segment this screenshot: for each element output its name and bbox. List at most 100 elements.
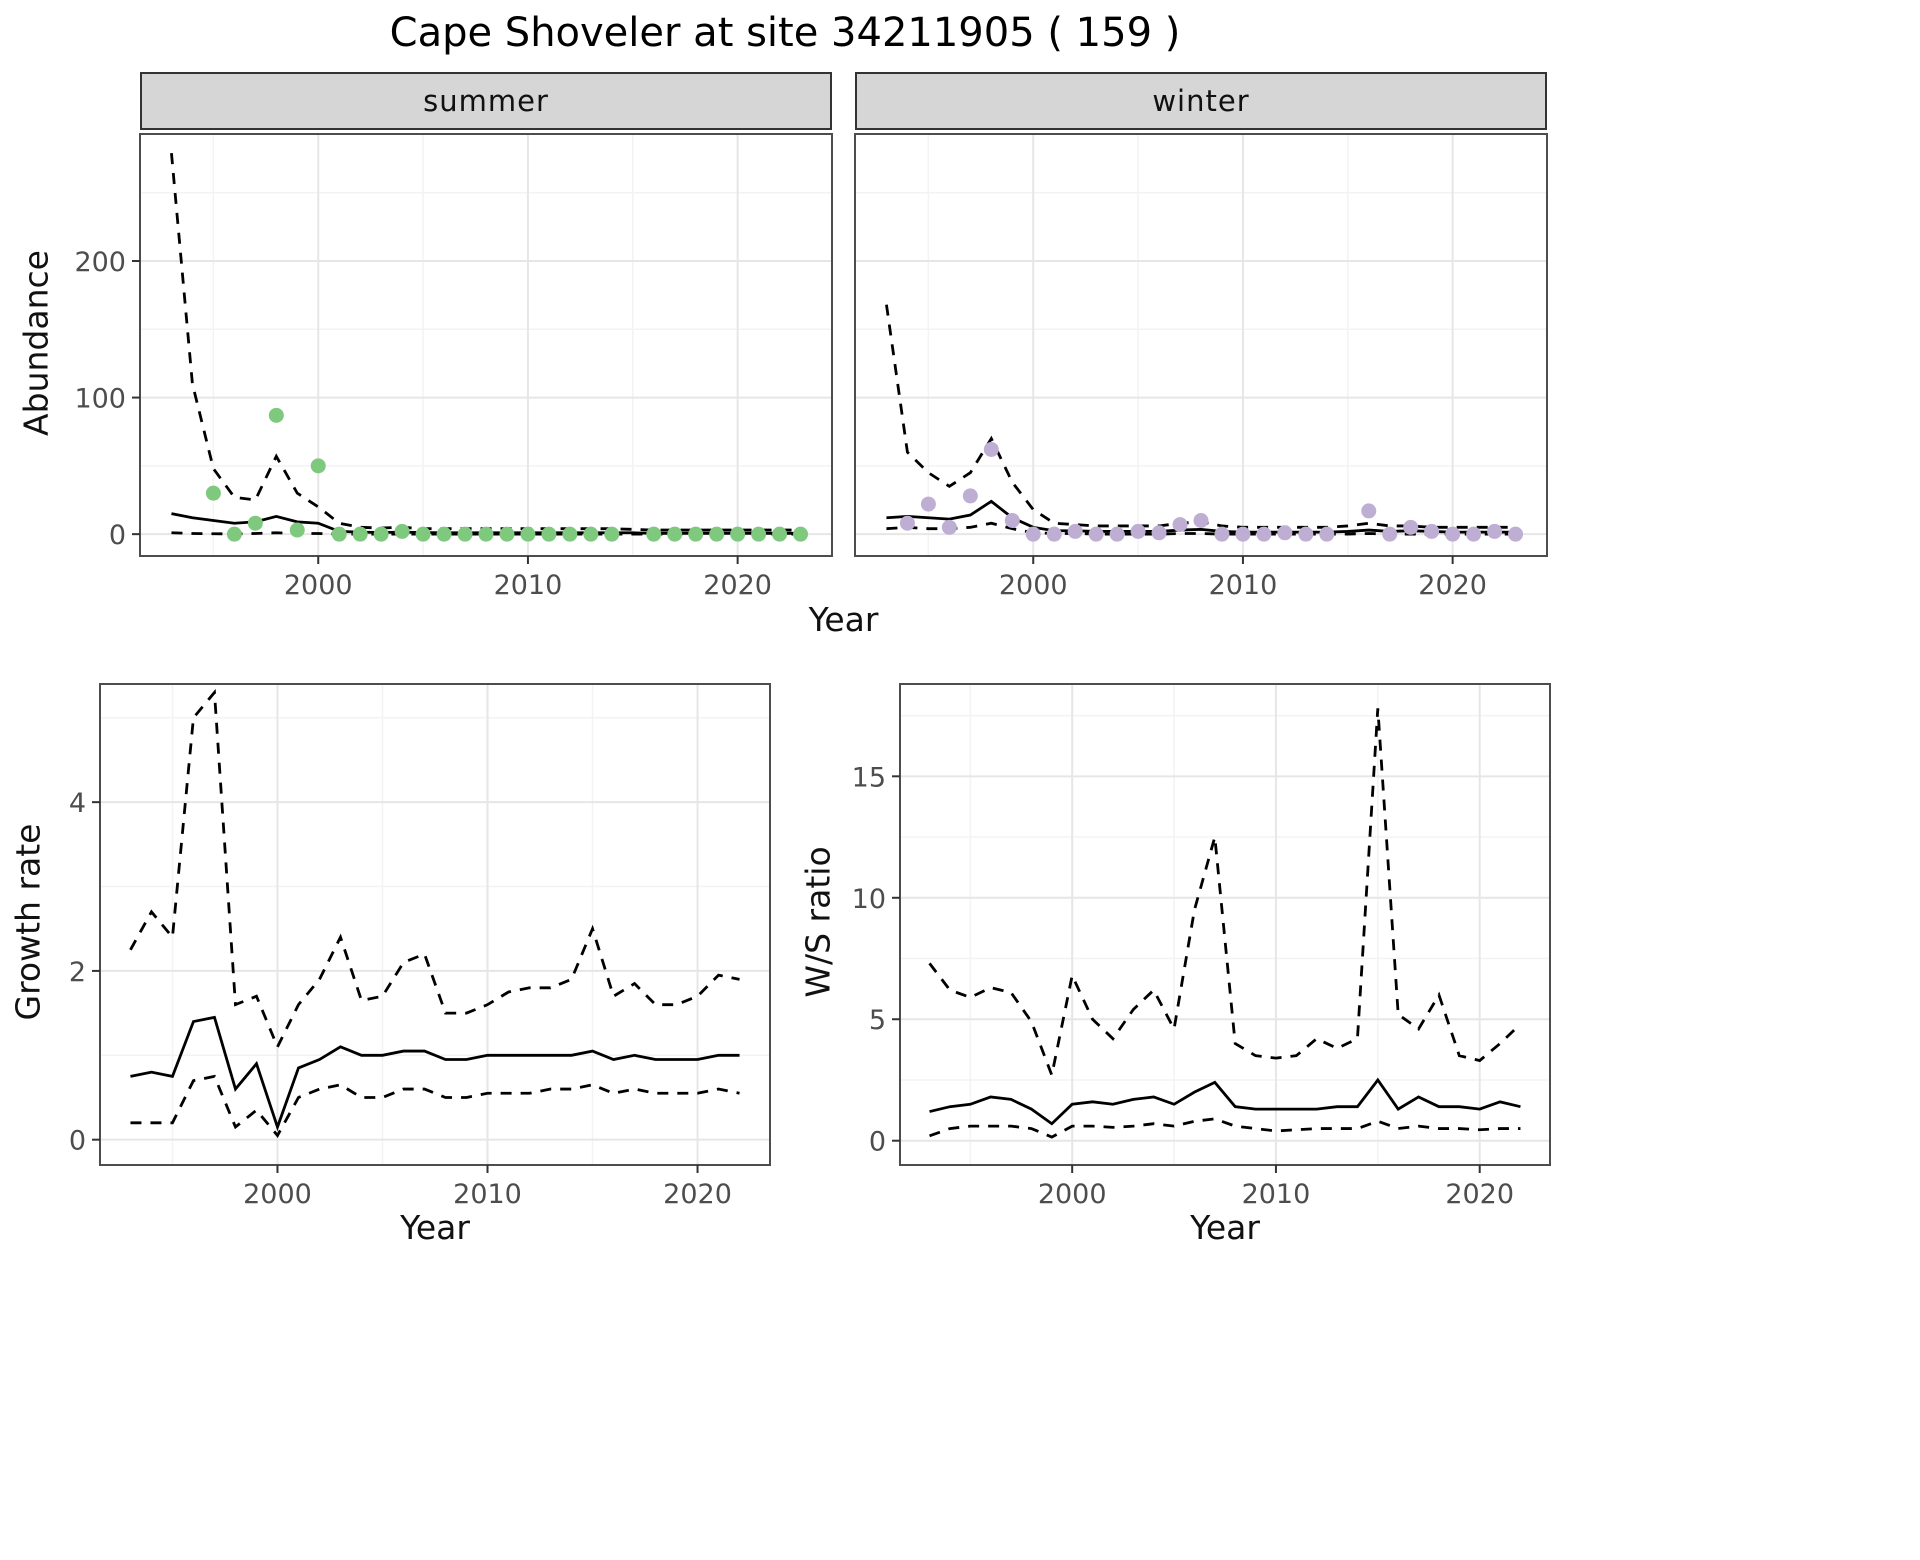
observed-point	[772, 526, 788, 542]
observed-point	[604, 526, 620, 542]
fit-line	[929, 1077, 1521, 1126]
observed-point	[646, 526, 662, 542]
observed-point	[394, 523, 410, 539]
y-tick-label: 0	[869, 1127, 886, 1158]
panel-background	[900, 684, 1550, 1165]
x-tick-label: 2000	[284, 570, 353, 601]
observed-point	[899, 515, 915, 531]
observed-point	[709, 526, 725, 542]
observed-point	[1466, 526, 1482, 542]
panel-border	[99, 683, 771, 1166]
x-tick-label: 2020	[663, 1179, 732, 1210]
observed-point	[793, 526, 809, 542]
abundance-summer-plot: 2000 2010 2020 0 100 200	[74, 133, 833, 601]
observed-point	[962, 488, 978, 504]
observed-point	[541, 526, 557, 542]
panel-border	[854, 133, 1548, 557]
observed-point	[1361, 503, 1377, 519]
observed-point	[751, 526, 767, 542]
observed-point	[1046, 526, 1062, 542]
y-tick-label: 15	[852, 762, 886, 793]
observed-point	[1088, 526, 1104, 542]
observed-point	[1004, 512, 1020, 528]
observed-point	[247, 515, 263, 531]
observed-point	[1151, 525, 1167, 541]
observed-point	[1277, 525, 1293, 541]
observed-point	[1025, 526, 1041, 542]
ws-ratio-plot: 2000 2010 2020 0 5 10 15	[852, 683, 1551, 1210]
observed-point	[1382, 526, 1398, 542]
observed-point	[226, 526, 242, 542]
observed-point	[436, 526, 452, 542]
observed-point	[941, 519, 957, 535]
observed-point	[520, 526, 536, 542]
observed-point	[1130, 523, 1146, 539]
panel-background	[140, 134, 832, 556]
chart-title: Cape Shoveler at site 34211905 ( 159 )	[389, 10, 1181, 56]
observed-point	[268, 407, 284, 423]
observed-point	[1508, 526, 1524, 542]
observed-point	[499, 526, 515, 542]
observed-point	[373, 526, 389, 542]
observed-point	[352, 526, 368, 542]
y-tick-label: 5	[869, 1005, 886, 1036]
x-tick-label: 2020	[1418, 570, 1487, 601]
fit-line	[130, 1015, 740, 1132]
top-x-axis-label: Year	[808, 600, 879, 639]
x-tick-label: 2010	[453, 1179, 522, 1210]
observed-point	[331, 526, 347, 542]
x-tick-label: 2000	[1038, 1179, 1107, 1210]
observed-point	[1319, 526, 1335, 542]
x-tick-label: 2000	[999, 570, 1068, 601]
observed-point	[583, 526, 599, 542]
y-tick-label: 4	[69, 788, 86, 819]
observed-point	[289, 522, 305, 538]
observed-point	[1235, 526, 1251, 542]
growth-rate-plot: 2000 2010 2020 0 2 4	[69, 683, 771, 1210]
y-tick-label: 200	[74, 247, 126, 278]
x-tick-label: 2000	[243, 1179, 312, 1210]
facet-strip-summer-label: summer	[423, 84, 549, 118]
observed-point	[1193, 512, 1209, 528]
y-tick-label: 10	[852, 884, 886, 915]
observed-point	[1424, 523, 1440, 539]
y-tick-label: 100	[74, 384, 126, 415]
y-tick-label: 2	[69, 957, 86, 988]
y-tick-label: 0	[69, 1126, 86, 1157]
observed-point	[1256, 526, 1272, 542]
observed-point	[1109, 526, 1125, 542]
x-tick-label: 2010	[1209, 570, 1278, 601]
x-tick-label: 2020	[703, 570, 772, 601]
abundance-winter-plot: 2000 2010 2020	[854, 133, 1548, 601]
abundance-y-axis-label: Abundance	[16, 250, 56, 436]
observed-point	[983, 441, 999, 457]
facet-strip-winter: winter	[855, 72, 1547, 130]
x-tick-label: 2010	[1242, 1179, 1311, 1210]
growth-rate-x-axis-label: Year	[400, 1208, 470, 1247]
observed-point	[667, 526, 683, 542]
lower_ci-line	[130, 1074, 740, 1138]
observed-point	[1403, 519, 1419, 535]
upper_ci-line	[928, 708, 1522, 1081]
facet-strip-summer: summer	[140, 72, 832, 130]
observed-point	[1172, 517, 1188, 533]
observed-point	[478, 526, 494, 542]
panel-border	[899, 683, 1551, 1166]
observed-point	[730, 526, 746, 542]
observed-point	[310, 458, 326, 474]
panel-background	[855, 134, 1547, 556]
observed-point	[457, 526, 473, 542]
x-tick-label: 2010	[494, 570, 563, 601]
observed-point	[415, 526, 431, 542]
y-tick-label: 0	[109, 520, 126, 551]
observed-point	[1067, 523, 1083, 539]
upper_ci-line	[129, 688, 740, 1051]
ws-ratio-x-axis-label: Year	[1190, 1208, 1260, 1247]
facet-strip-winter-label: winter	[1152, 84, 1250, 118]
x-tick-label: 2020	[1445, 1179, 1514, 1210]
observed-point	[1214, 526, 1230, 542]
observed-point	[1445, 526, 1461, 542]
lower_ci-line	[929, 1117, 1521, 1139]
panel-border	[139, 133, 833, 557]
